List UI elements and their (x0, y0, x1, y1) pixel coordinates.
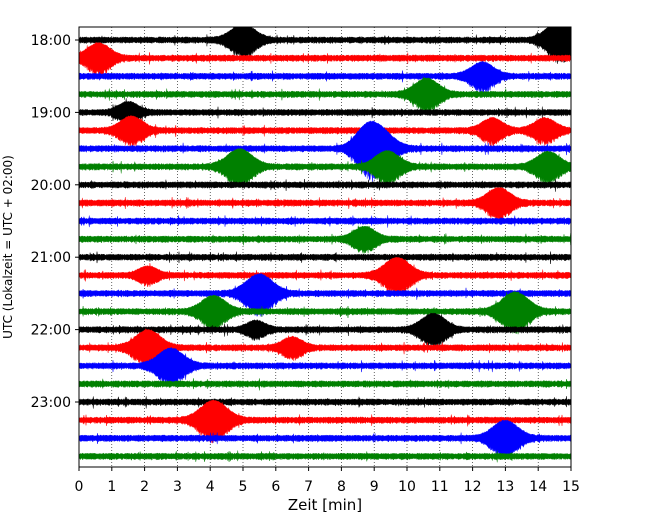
plot-frame (78, 26, 572, 468)
seismic-trace (79, 186, 571, 222)
seismic-trace (79, 256, 571, 297)
seismic-trace (79, 215, 571, 228)
y-tick-label: 22:00 (31, 323, 71, 339)
seismic-trace (79, 60, 571, 94)
seismic-trace (79, 178, 571, 192)
y-tick-label: 18:00 (31, 33, 71, 49)
seismic-trace (79, 399, 571, 444)
x-tick-label: 1 (107, 479, 116, 495)
x-axis-label: Zeit [min] (288, 496, 362, 514)
seismic-trace (79, 396, 571, 409)
x-tick-label: 8 (337, 479, 346, 495)
x-tick-label: 5 (239, 479, 248, 495)
seismic-trace (79, 98, 571, 128)
seismic-trace (79, 42, 571, 77)
x-tick-label: 9 (370, 479, 379, 495)
seismic-trace (79, 327, 571, 370)
x-tick-label: 0 (75, 479, 84, 495)
y-tick-label: 23:00 (31, 395, 71, 411)
seismic-trace (79, 419, 571, 460)
x-tick-label: 2 (140, 479, 149, 495)
axis-ticks: 0 1 2 3 4 5 6 7 8 9 10 11 12 13 14 1518:0019:0020:0021:… (31, 33, 580, 495)
seismic-trace (79, 347, 571, 387)
seismic-trace (79, 291, 571, 335)
y-tick-label: 21:00 (31, 250, 71, 266)
seismic-trace (79, 115, 571, 149)
seismic-traces (79, 27, 571, 463)
x-tick-label: 13 (496, 479, 514, 495)
x-tick-label: 11 (431, 479, 449, 495)
x-tick-label: 14 (529, 479, 547, 495)
seismic-trace (79, 312, 571, 348)
seismic-trace (79, 450, 571, 463)
x-tick-label: 6 (271, 479, 280, 495)
seismic-trace (79, 273, 571, 318)
y-axis-label: UTC (Lokalzeit = UTC + 02:00) (1, 155, 15, 339)
x-tick-label: 3 (173, 479, 182, 495)
y-tick-label: 19:00 (31, 105, 71, 121)
x-tick-label: 10 (398, 479, 416, 495)
x-tick-label: 12 (464, 479, 482, 495)
y-tick-label: 20:00 (31, 178, 71, 194)
seismic-trace (79, 225, 571, 255)
seismic-trace (79, 251, 571, 265)
x-tick-label: 4 (206, 479, 215, 495)
seismic-trace (79, 378, 571, 391)
x-tick-label: 7 (304, 479, 313, 495)
x-tick-label: 15 (562, 479, 580, 495)
seismic-trace (79, 76, 571, 115)
